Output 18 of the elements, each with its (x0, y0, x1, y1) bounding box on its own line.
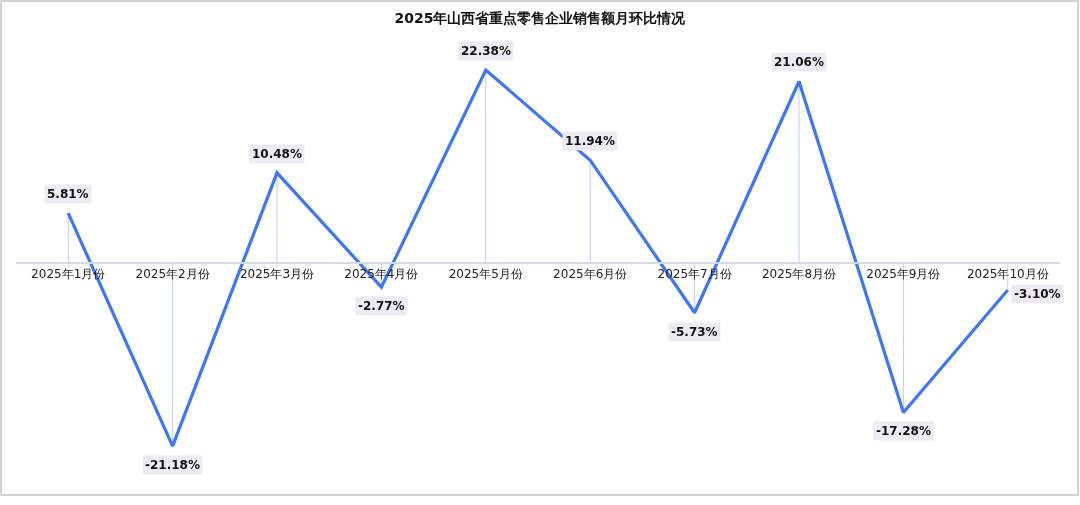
data-label: 22.38% (461, 44, 511, 58)
x-tick-label: 2025年2月份 (135, 267, 210, 282)
chart-title: 2025年山西省重点零售企业销售额月环比情况 (394, 9, 687, 26)
data-label: -17.28% (876, 424, 931, 438)
x-tick-label: 2025年6月份 (553, 267, 628, 282)
data-label: -5.73% (671, 325, 718, 339)
data-label: 5.81% (47, 187, 89, 201)
data-label: -3.10% (1014, 287, 1061, 301)
data-label: 21.06% (774, 55, 824, 69)
data-label: -21.18% (145, 458, 200, 472)
x-tick-label: 2025年5月份 (448, 267, 523, 282)
x-tick-label: 2025年3月份 (239, 267, 315, 282)
data-label: 10.48% (252, 147, 302, 161)
x-tick-label: 2025年9月份 (866, 267, 941, 282)
x-tick-label: 2025年10月份 (966, 267, 1049, 282)
data-label: 11.94% (565, 134, 615, 148)
data-label: -2.77% (358, 299, 405, 313)
x-tick-label: 2025年8月份 (761, 267, 837, 282)
